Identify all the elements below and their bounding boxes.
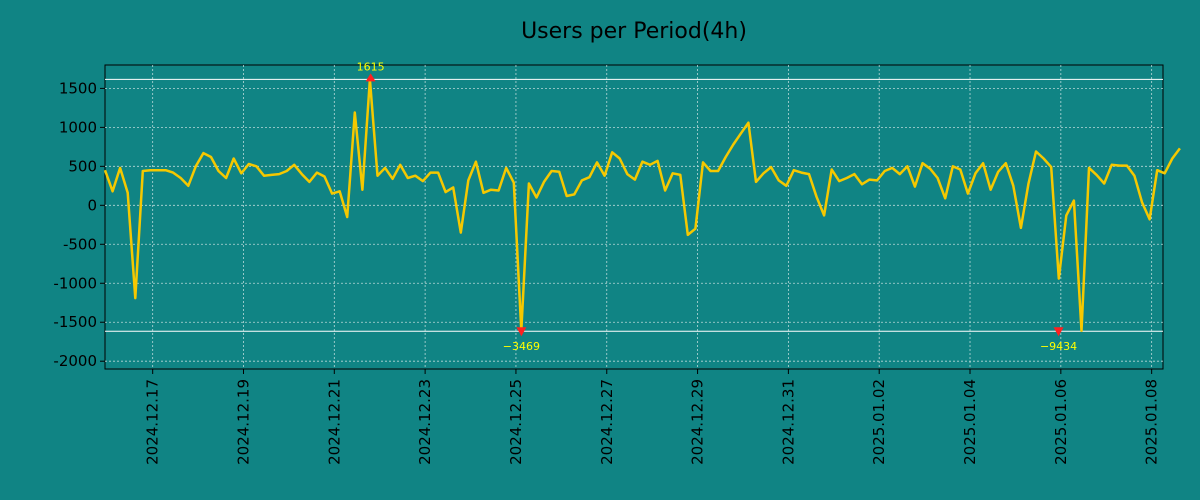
series-layer [103,78,1181,333]
x-tick-label: 2024.12.31 [779,379,797,465]
x-tick-label: 2025.01.06 [1052,379,1070,465]
x-axis: 2024.12.17 2024.12.19 2024.12.21 2024.12.23… [144,369,1161,465]
annotations: 1615 −3469 −9434 [357,60,1078,353]
peak-marker-up [365,73,376,82]
y-axis: 1500 1000 500 0 -500 -1000 -1500 -2000 [53,79,105,370]
x-tick-label: 2024.12.23 [416,379,434,465]
y-tick-label: -1000 [53,274,97,292]
y-tick-label: 0 [87,196,97,214]
x-tick-label: 2024.12.27 [598,379,616,465]
x-tick-label: 2024.12.17 [144,379,162,465]
plot-area [104,64,1164,370]
y-tick-label: 500 [68,157,97,175]
x-tick-label: 2024.12.25 [507,379,525,465]
chart-title: Users per Period(4h) [521,19,747,44]
annotation-label: 1615 [357,60,385,73]
y-tick-label: 1000 [59,118,97,136]
x-tick-label: 2024.12.19 [234,379,252,465]
series-line-users [103,78,1181,333]
peak-marker-down [516,327,527,337]
y-tick-label: -1500 [53,313,97,331]
annotation-label: −9434 [1040,340,1077,353]
peak-marker-down [1053,327,1064,337]
y-tick-label: 1500 [59,79,97,97]
x-tick-label: 2025.01.02 [870,379,888,465]
peak-markers [365,73,1064,337]
grid-lines [105,65,1163,369]
x-tick-label: 2025.01.08 [1143,379,1161,465]
x-tick-label: 2025.01.04 [961,379,979,465]
y-tick-label: -500 [63,235,97,253]
x-tick-label: 2024.12.21 [325,379,343,465]
threshold-lines [105,78,1163,332]
y-tick-label: -2000 [53,352,97,370]
x-tick-label: 2024.12.29 [689,379,707,465]
annotation-label: −3469 [503,340,540,353]
